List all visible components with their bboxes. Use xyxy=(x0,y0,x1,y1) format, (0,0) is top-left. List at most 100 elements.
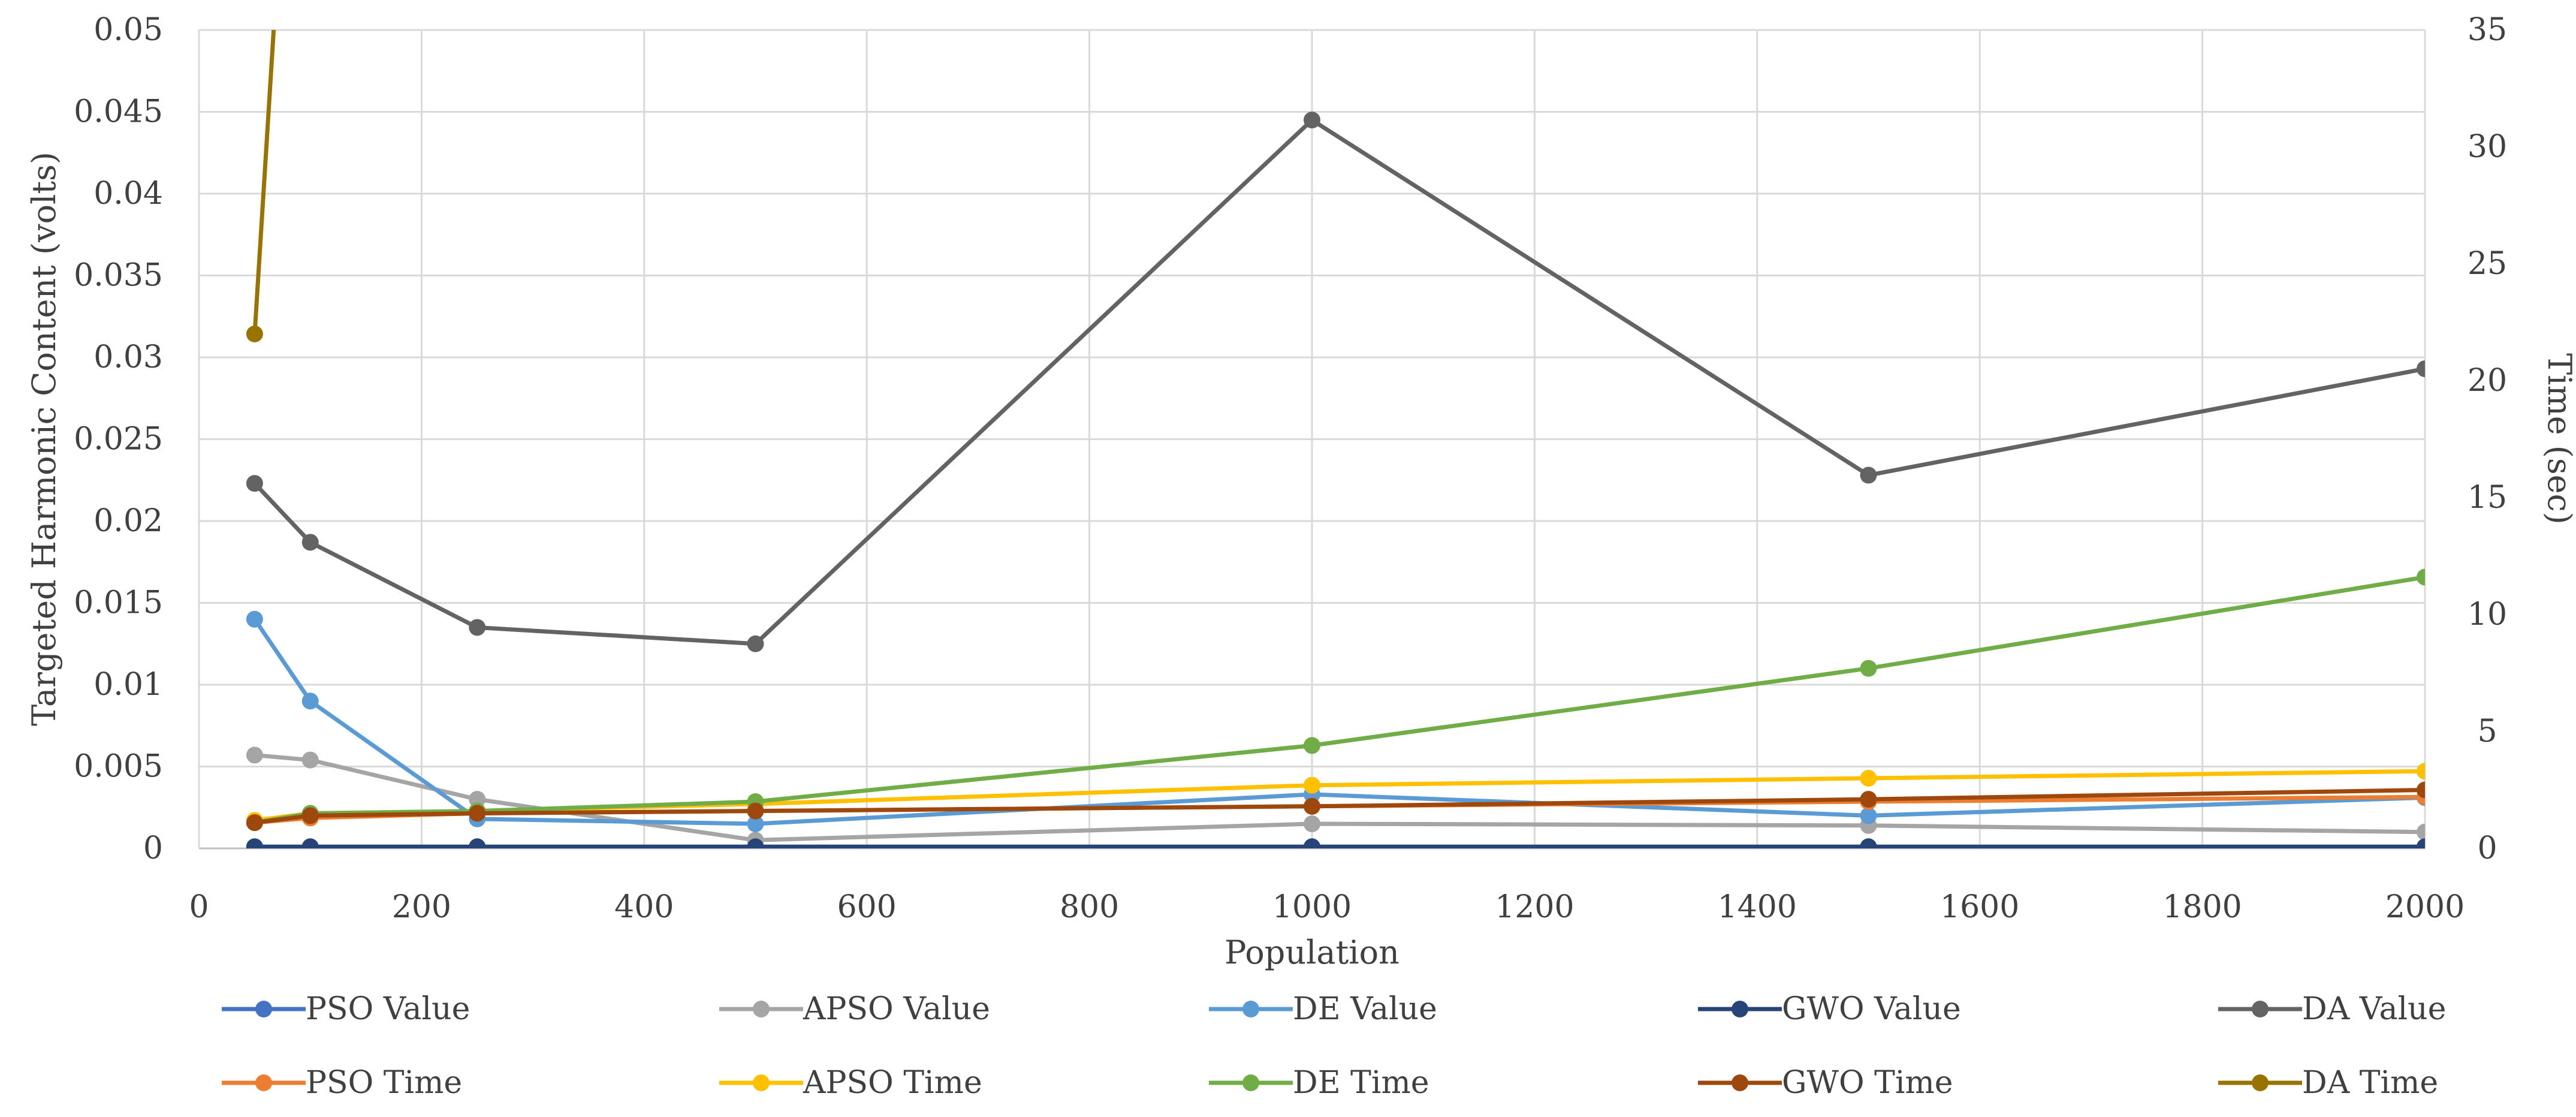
legend-item: APSO Time xyxy=(719,1065,982,1101)
data-point xyxy=(1304,838,1320,848)
y-tick-label: 0.045 xyxy=(74,94,163,130)
legend-label: GWO Time xyxy=(1782,1065,1953,1101)
x-axis-ticks: 0 200 400 600 800 1000 1200 1400 1600 1800 2000 xyxy=(189,889,2465,925)
y-tick-label: 0.02 xyxy=(93,503,163,539)
legend-item: DE Value xyxy=(1209,991,1437,1027)
x-tick-label: 800 xyxy=(1060,889,1119,925)
legend-label: APSO Value xyxy=(803,991,990,1027)
data-point xyxy=(747,635,764,652)
data-point xyxy=(747,802,764,820)
data-point xyxy=(747,838,764,848)
y2-tick-label: 35 xyxy=(2468,12,2507,48)
x-tick-label: 1000 xyxy=(1272,889,1352,925)
data-point xyxy=(1304,815,1320,833)
data-point xyxy=(301,751,319,769)
data-point xyxy=(1860,466,1877,484)
series-da-value xyxy=(246,112,2425,652)
legend-label: DE Time xyxy=(1293,1065,1429,1101)
series-da-time xyxy=(246,30,276,342)
data-point xyxy=(246,610,263,628)
x-tick-label: 1200 xyxy=(1495,889,1574,925)
legend-swatch-marker xyxy=(2252,1074,2269,1091)
y-axis-ticks: 0 0.005 0.01 0.015 0.02 0.025 0.03 0.035 0.04 0.0… xyxy=(74,12,163,866)
data-point xyxy=(1304,797,1320,815)
y2-tick-label: 20 xyxy=(2468,363,2507,399)
data-point xyxy=(1860,660,1877,677)
legend: PSO Value APSO Value DE Value GWO Value DA V… xyxy=(222,991,2446,1101)
data-point xyxy=(301,534,319,551)
y2-tick-label: 10 xyxy=(2468,597,2507,633)
data-point xyxy=(1860,791,1877,808)
y-tick-label: 0.04 xyxy=(93,176,163,212)
data-point xyxy=(1304,776,1320,794)
legend-item: DA Time xyxy=(2218,1065,2438,1101)
legend-item: PSO Value xyxy=(222,991,470,1027)
legend-swatch-marker xyxy=(1732,1074,1748,1091)
data-point xyxy=(2417,360,2425,378)
y-tick-label: 0.01 xyxy=(93,667,163,703)
y2-axis-title: Time (sec) xyxy=(2541,353,2576,525)
legend-item: DE Time xyxy=(1209,1065,1429,1101)
series-line xyxy=(252,30,276,336)
data-point xyxy=(2417,568,2425,586)
y2-tick-label: 30 xyxy=(2468,129,2507,165)
y-tick-label: 0.005 xyxy=(74,749,163,785)
x-axis-title: Population xyxy=(1224,934,1399,971)
x-tick-label: 200 xyxy=(392,889,451,925)
x-tick-label: 0 xyxy=(189,889,209,925)
legend-label: GWO Value xyxy=(1782,991,1961,1027)
data-point xyxy=(1304,112,1320,129)
data-point xyxy=(301,838,319,848)
y2-tick-label: 5 xyxy=(2477,713,2497,749)
legend-label: DE Value xyxy=(1293,991,1437,1027)
series-line xyxy=(252,118,2425,646)
x-tick-label: 400 xyxy=(614,889,674,925)
y-tick-label: 0 xyxy=(143,830,163,866)
legend-swatch-marker xyxy=(753,1001,770,1017)
y2-tick-label: 15 xyxy=(2468,480,2507,516)
data-point xyxy=(246,475,263,492)
data-point xyxy=(301,807,319,824)
y-tick-label: 0.035 xyxy=(74,258,163,294)
data-point xyxy=(747,815,764,833)
legend-swatch-marker xyxy=(255,1074,272,1091)
legend-label: DA Time xyxy=(2302,1065,2438,1101)
data-point xyxy=(246,746,263,764)
legend-label: APSO Time xyxy=(803,1065,982,1101)
x-tick-label: 600 xyxy=(837,889,897,925)
y-tick-label: 0.05 xyxy=(93,12,163,48)
legend-label: DA Value xyxy=(2302,991,2446,1027)
series-gwo-value xyxy=(246,838,2425,848)
data-point xyxy=(2417,838,2425,848)
series-line xyxy=(252,617,2425,826)
legend-swatch-marker xyxy=(1732,1001,1748,1017)
y-tick-label: 0.03 xyxy=(93,339,163,375)
legend-label: PSO Value xyxy=(306,991,470,1027)
gridlines xyxy=(199,29,2426,848)
legend-swatch-marker xyxy=(2252,1001,2269,1017)
legend-item: PSO Time xyxy=(222,1065,462,1101)
data-point xyxy=(1860,770,1877,787)
legend-swatch-marker xyxy=(1242,1001,1259,1017)
series-de-time xyxy=(246,568,2425,832)
data-point xyxy=(246,814,263,832)
legend-swatch-marker xyxy=(1242,1074,1259,1091)
y2-axis-ticks: 0 5 10 15 20 25 30 35 xyxy=(2468,12,2507,866)
y-tick-label: 0.025 xyxy=(74,421,163,457)
legend-swatch-marker xyxy=(753,1074,770,1091)
x-tick-label: 1400 xyxy=(1718,889,1797,925)
data-point xyxy=(2417,763,2425,780)
data-point xyxy=(2417,823,2425,841)
x-tick-label: 1800 xyxy=(2162,889,2242,925)
y-tick-label: 0.015 xyxy=(74,585,163,621)
series-layer xyxy=(246,30,2425,848)
data-point xyxy=(1304,737,1320,754)
series-gwo-time xyxy=(246,781,2425,832)
legend-item: APSO Value xyxy=(719,991,990,1027)
legend-swatch-marker xyxy=(255,1001,272,1017)
data-point xyxy=(1860,838,1877,848)
data-point xyxy=(1860,807,1877,824)
legend-item: GWO Time xyxy=(1698,1065,1953,1101)
data-point xyxy=(2417,781,2425,799)
